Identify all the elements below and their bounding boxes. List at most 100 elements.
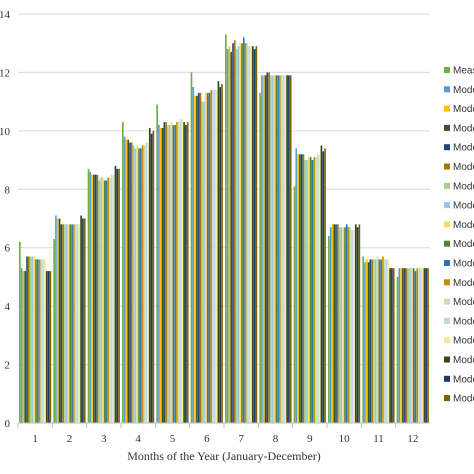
bar-series	[47, 49, 428, 424]
bar	[268, 72, 270, 424]
bar	[409, 268, 411, 423]
bar	[73, 224, 75, 423]
bar	[96, 174, 99, 423]
legend-item: Mode	[444, 355, 474, 366]
bar	[333, 224, 336, 423]
x-tick-label: 5	[170, 433, 176, 445]
bar-series	[49, 46, 429, 424]
bar	[65, 224, 68, 423]
legend-label: Mode	[453, 162, 474, 173]
y-tick-label: 2	[5, 360, 11, 372]
bar-series	[42, 46, 422, 424]
legend-item: Mode	[444, 239, 474, 250]
legend-swatch	[444, 202, 450, 209]
x-tick-label: 1	[32, 433, 38, 445]
bar	[288, 75, 290, 423]
bar	[181, 119, 184, 424]
bar	[214, 89, 216, 424]
legend-swatch	[444, 337, 450, 344]
bar	[280, 75, 283, 423]
legend-swatch	[444, 182, 450, 189]
bar	[230, 51, 233, 423]
bar	[351, 230, 353, 423]
bar	[358, 224, 361, 423]
bar	[371, 259, 373, 423]
bar	[246, 43, 249, 424]
legend-label: Mode	[453, 104, 474, 115]
bar	[122, 122, 124, 423]
bar	[400, 268, 402, 423]
bar	[383, 259, 386, 423]
legend-label: Mode	[453, 143, 474, 154]
bar	[396, 276, 399, 423]
bar	[80, 215, 82, 423]
bar	[275, 75, 278, 423]
bar	[407, 268, 410, 423]
x-tick-label: 10	[339, 433, 351, 445]
legend-item: Mode	[444, 85, 474, 96]
bar-series	[22, 46, 402, 424]
bar-series-group	[19, 34, 429, 424]
bar	[58, 218, 61, 423]
bar	[277, 75, 279, 423]
legend-swatch	[444, 124, 450, 131]
bar	[161, 127, 164, 423]
bar	[134, 148, 137, 423]
bar	[125, 139, 128, 423]
bar-series	[38, 43, 419, 424]
bar-series	[24, 51, 404, 424]
legend-item: Meas	[444, 66, 474, 77]
bar-series	[45, 46, 426, 423]
legend-label: Mode	[453, 239, 474, 250]
bar	[266, 72, 269, 424]
x-tick-label: 12	[407, 433, 418, 445]
bar	[167, 125, 169, 423]
bar	[33, 256, 36, 423]
bar	[331, 224, 334, 423]
bar	[420, 268, 422, 423]
bar	[235, 49, 238, 424]
bar	[279, 75, 281, 423]
bar	[40, 259, 43, 423]
bar	[282, 75, 285, 423]
bar	[308, 157, 310, 423]
bar	[201, 101, 204, 423]
bar	[221, 84, 223, 424]
bar	[105, 180, 108, 423]
bar	[212, 89, 214, 424]
bar-series	[31, 46, 411, 423]
bar	[340, 227, 343, 423]
bar-series	[40, 43, 420, 424]
bar	[210, 89, 213, 424]
bar	[53, 238, 55, 423]
bar	[306, 160, 308, 423]
bar	[27, 256, 30, 423]
bar	[136, 145, 139, 423]
legend-item: Mode	[444, 394, 474, 405]
bar	[261, 75, 263, 423]
bar	[411, 268, 413, 423]
bar	[67, 224, 70, 423]
bar	[158, 125, 160, 423]
legend-swatch	[444, 240, 450, 247]
y-tick-label: 12	[0, 67, 10, 79]
legend-item: Mode	[444, 104, 474, 115]
bar-series	[27, 40, 408, 424]
bar	[304, 160, 307, 423]
bar	[44, 259, 46, 423]
bar	[342, 227, 345, 423]
legend-swatch	[444, 260, 450, 266]
bar	[192, 87, 195, 423]
y-tick-label: 10	[0, 126, 11, 138]
bar	[365, 259, 368, 423]
legend-swatch	[444, 67, 450, 73]
bar	[87, 168, 90, 423]
bar	[112, 174, 115, 423]
bar	[107, 177, 110, 423]
bar	[322, 151, 325, 423]
legend-item: Mode	[444, 143, 474, 154]
y-tick-label: 8	[5, 184, 11, 196]
bar	[259, 92, 261, 423]
